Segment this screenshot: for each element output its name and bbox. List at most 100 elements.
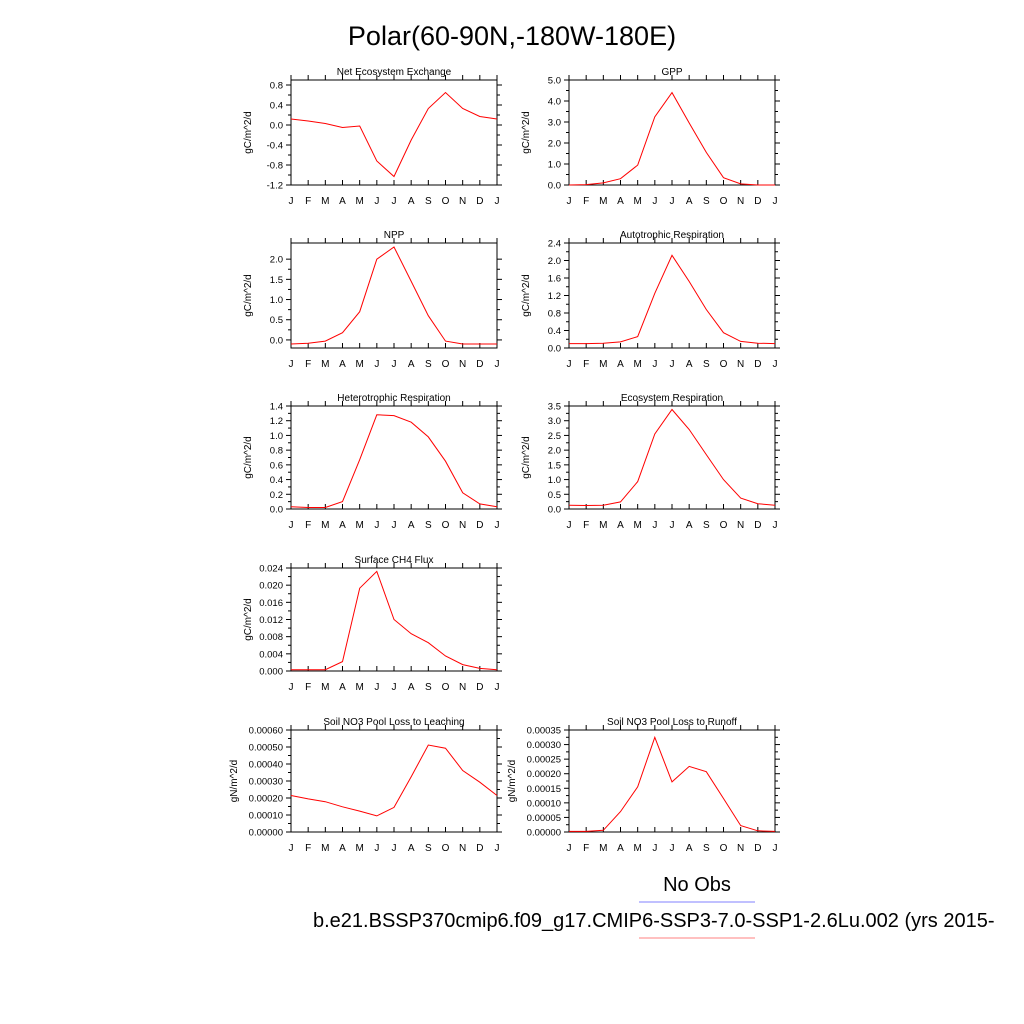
- x-tick-label: M: [599, 520, 607, 531]
- x-tick-label: M: [633, 520, 641, 531]
- x-tick-label: O: [442, 359, 450, 370]
- panel-title: Soil NO3 Pool Loss to Runoff: [607, 717, 737, 728]
- x-tick-label: J: [374, 682, 379, 693]
- x-tick-label: F: [305, 843, 311, 854]
- x-tick-label: J: [495, 196, 500, 207]
- x-tick-label: J: [495, 359, 500, 370]
- plot-frame: [290, 405, 498, 510]
- x-tick-label: S: [425, 520, 432, 531]
- x-tick-label: M: [321, 520, 329, 531]
- y-tick-label: 1.4: [270, 402, 283, 413]
- x-tick-label: A: [339, 843, 346, 854]
- y-tick-label: 1.0: [270, 431, 283, 442]
- series-line: [291, 570, 498, 671]
- x-tick-label: N: [459, 359, 466, 370]
- x-tick-label: M: [355, 359, 363, 370]
- y-tick-label: 0.00030: [249, 777, 283, 788]
- y-tick-label: 0.00010: [527, 798, 561, 809]
- panel-title: Soil NO3 Pool Loss to Leaching: [323, 717, 464, 728]
- x-tick-label: S: [703, 359, 710, 370]
- x-tick-label: D: [476, 682, 483, 693]
- x-tick-label: F: [305, 359, 311, 370]
- x-tick-label: M: [355, 843, 363, 854]
- panel-4: Autotrophic Respiration 0.0 0.4 0.8 1.2 1.6 2.…: [521, 230, 780, 370]
- x-tick-label: A: [408, 359, 415, 370]
- x-tick-label: M: [599, 359, 607, 370]
- x-tick-label: M: [321, 359, 329, 370]
- y-tick-label: 1.5: [270, 275, 283, 286]
- y-tick-label: 1.2: [270, 416, 283, 427]
- y-tick-label: -1.2: [267, 181, 283, 192]
- x-tick-label: J: [652, 843, 657, 854]
- x-tick-label: M: [633, 359, 641, 370]
- y-tick-label: 3.5: [548, 402, 561, 413]
- y-tick-label: 0.000: [259, 667, 283, 678]
- x-tick-label: A: [617, 843, 624, 854]
- x-tick-label: S: [425, 196, 432, 207]
- panel-7: Surface CH4 Flux 0.000 0.004 0.008 0.012 0.01…: [243, 555, 502, 693]
- plot-frame: [568, 242, 776, 349]
- x-tick-label: J: [567, 359, 572, 370]
- series-line: [568, 91, 775, 186]
- y-tick-label: 4.0: [548, 97, 561, 108]
- panel-1: Net Ecosystem Exchange -1.2 -0.8 -0.4 0.0 0.4…: [243, 67, 502, 207]
- x-tick-label: A: [686, 359, 693, 370]
- x-tick-label: M: [355, 682, 363, 693]
- x-tick-label: D: [476, 359, 483, 370]
- y-tick-label: 0.5: [270, 315, 283, 326]
- x-tick-label: F: [305, 682, 311, 693]
- y-tick-label: 1.6: [548, 274, 561, 285]
- x-tick-label: J: [289, 682, 294, 693]
- x-tick-label: J: [670, 843, 675, 854]
- x-tick-label: N: [737, 520, 744, 531]
- x-tick-label: F: [583, 359, 589, 370]
- x-tick-label: S: [425, 843, 432, 854]
- y-tick-label: 0.2: [270, 490, 283, 501]
- x-tick-label: J: [392, 682, 397, 693]
- y-tick-label: 0.00035: [527, 726, 561, 737]
- y-tick-label: 0.00030: [527, 740, 561, 751]
- y-tick-label: 2.0: [548, 446, 561, 457]
- x-tick-label: F: [305, 196, 311, 207]
- x-tick-label: A: [617, 359, 624, 370]
- x-tick-label: J: [289, 196, 294, 207]
- panel-title: Autotrophic Respiration: [620, 230, 724, 241]
- x-tick-label: N: [459, 843, 466, 854]
- y-tick-label: 0.00015: [527, 784, 561, 795]
- y-tick-label: 0.00020: [249, 794, 283, 805]
- y-axis-label: gC/m^2/d: [243, 111, 254, 154]
- x-tick-label: J: [374, 196, 379, 207]
- x-tick-label: S: [703, 843, 710, 854]
- y-tick-label: 0.6: [270, 460, 283, 471]
- y-tick-label: 2.0: [548, 139, 561, 150]
- panel-9: Soil NO3 Pool Loss to Runoff 0.00000 0.000…: [507, 717, 780, 854]
- x-tick-label: O: [442, 520, 450, 531]
- series-line: [290, 744, 498, 817]
- y-tick-label: 0.5: [548, 490, 561, 501]
- y-tick-label: 0.00020: [527, 769, 561, 780]
- y-tick-label: 3.0: [548, 118, 561, 129]
- y-tick-label: 0.8: [270, 81, 283, 92]
- panel-title: Ecosystem Respiration: [621, 393, 723, 404]
- x-tick-label: A: [408, 520, 415, 531]
- x-tick-label: A: [339, 520, 346, 531]
- x-tick-label: F: [583, 520, 589, 531]
- x-tick-label: D: [476, 843, 483, 854]
- panel-title: GPP: [661, 67, 682, 78]
- y-tick-label: 0.004: [259, 649, 283, 660]
- y-tick-label: 0.0: [548, 181, 561, 192]
- y-tick-label: 0.00010: [249, 811, 283, 822]
- x-tick-label: S: [703, 196, 710, 207]
- x-tick-label: N: [459, 520, 466, 531]
- x-tick-label: F: [583, 843, 589, 854]
- x-tick-label: J: [374, 359, 379, 370]
- x-tick-label: J: [374, 520, 379, 531]
- series-line: [569, 735, 776, 832]
- x-tick-label: J: [495, 843, 500, 854]
- panel-6: Ecosystem Respiration 0.0 0.5 1.0 1.5 2.0 2.5 3…: [521, 393, 780, 531]
- y-tick-label: -0.4: [267, 141, 283, 152]
- x-tick-label: M: [321, 843, 329, 854]
- x-tick-label: A: [339, 196, 346, 207]
